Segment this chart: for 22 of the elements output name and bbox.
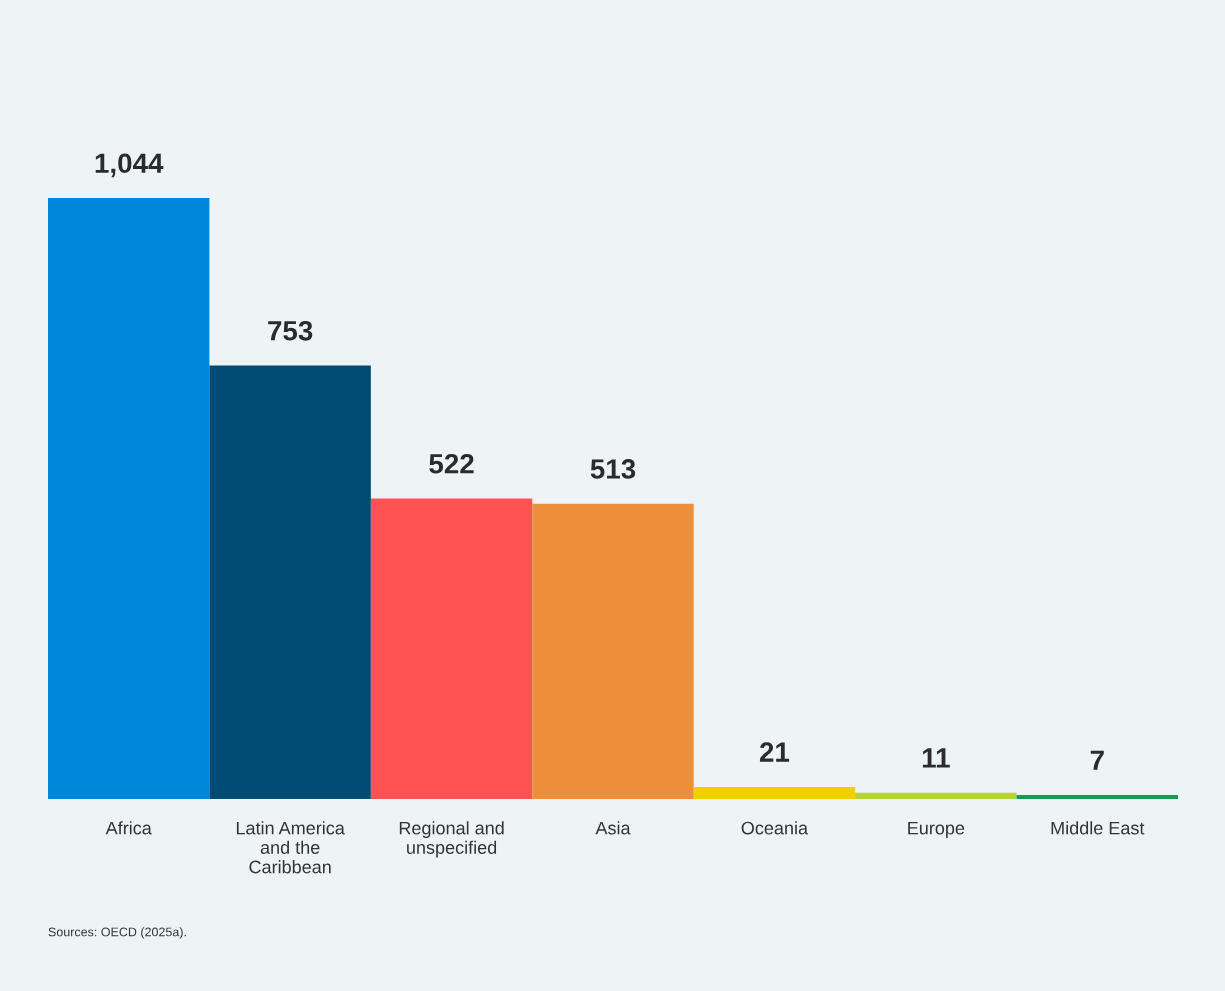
bar bbox=[855, 792, 1017, 799]
data-label: 753 bbox=[268, 320, 313, 341]
data-label: 11 bbox=[922, 748, 950, 768]
x-tick-label: Regional and unspecified bbox=[399, 821, 504, 858]
data-label: 513 bbox=[590, 459, 636, 479]
x-tick-label: Oceania bbox=[741, 821, 809, 835]
x-tick-label: Europe bbox=[908, 821, 965, 839]
source-note: Sources: OECD (2025a). bbox=[48, 927, 186, 939]
x-tick-label: Asia bbox=[595, 821, 631, 835]
bar bbox=[48, 198, 210, 799]
data-label: 7 bbox=[1090, 750, 1104, 770]
bar bbox=[209, 365, 371, 799]
bar bbox=[370, 498, 533, 799]
data-label: 21 bbox=[759, 742, 790, 762]
bar bbox=[1016, 794, 1178, 799]
data-label: 1,044 bbox=[95, 153, 164, 178]
x-tick-label: Africa bbox=[105, 821, 152, 835]
x-tick-label: Middle East bbox=[1051, 821, 1145, 835]
x-tick-label: Latin America and the Caribbean bbox=[236, 821, 345, 874]
bar bbox=[532, 503, 694, 799]
data-label: 522 bbox=[429, 453, 474, 474]
bar bbox=[693, 786, 856, 799]
